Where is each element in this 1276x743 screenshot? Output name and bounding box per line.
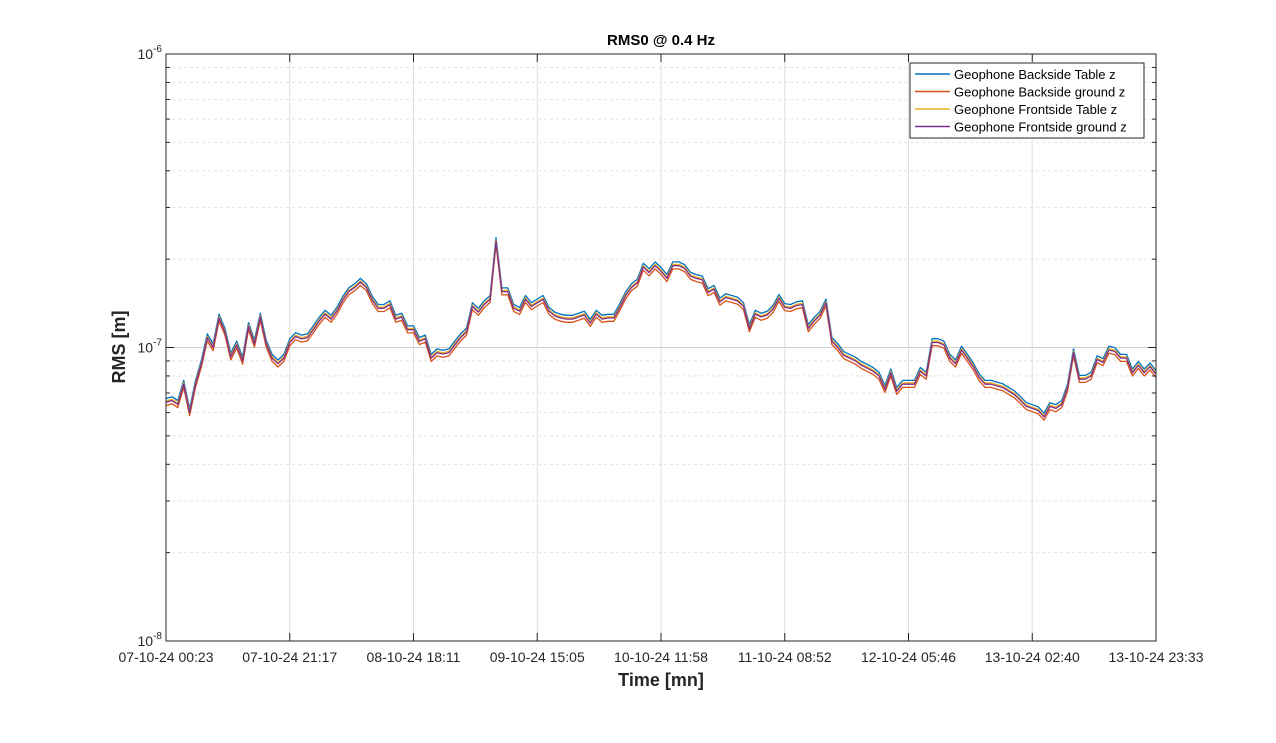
x-tick-label: 12-10-24 05:46 — [861, 649, 956, 665]
x-tick-label: 10-10-24 11:58 — [614, 649, 708, 665]
y-tick-label-base: 10 — [138, 46, 154, 62]
x-tick-label: 11-10-24 08:52 — [738, 649, 832, 665]
x-tick-label: 09-10-24 15:05 — [490, 649, 585, 665]
series-line-2 — [165, 243, 1157, 421]
legend: Geophone Backside Table z Geophone Backsi… — [909, 62, 1145, 139]
tick-marks — [165, 53, 1157, 642]
y-tick-label: 10-7 — [138, 338, 163, 356]
legend-box — [909, 62, 1145, 139]
y-tick-label-base: 10 — [138, 633, 154, 649]
y-tick-label: 10-8 — [138, 631, 163, 649]
x-axis-label: Time [mn] — [618, 670, 704, 690]
x-tick-labels: 07-10-24 00:23 07-10-24 21:17 08-10-24 18:… — [119, 649, 1204, 665]
legend-label: Geophone Backside Table z — [954, 67, 1116, 82]
y-tick-label-exponent: -6 — [153, 44, 162, 55]
series-line-3 — [165, 239, 1157, 417]
chart-title: RMS0 @ 0.4 Hz — [607, 32, 715, 49]
x-tick-label: 07-10-24 00:23 — [119, 649, 214, 665]
series-lines — [165, 236, 1157, 421]
y-axis-label: RMS [m] — [109, 311, 129, 384]
series-line-1 — [165, 236, 1157, 414]
legend-label: Geophone Frontside Table z — [954, 102, 1117, 117]
y-tick-label-base: 10 — [138, 340, 154, 356]
x-tick-label: 13-10-24 02:40 — [985, 649, 1080, 665]
x-tick-label: 08-10-24 18:11 — [367, 649, 461, 665]
plot-area — [165, 53, 1157, 642]
x-tick-label: 13-10-24 23:33 — [1109, 649, 1204, 665]
y-tick-label-exponent: -7 — [153, 338, 162, 349]
series-line-4 — [165, 240, 1157, 418]
y-tick-label-exponent: -8 — [153, 631, 162, 642]
y-tick-label: 10-6 — [138, 44, 163, 62]
legend-label: Geophone Frontside ground z — [954, 120, 1127, 135]
y-tick-labels: 10-810-710-6 — [138, 44, 163, 649]
x-tick-label: 07-10-24 21:17 — [242, 649, 337, 665]
legend-label: Geophone Backside ground z — [954, 85, 1125, 100]
legend-items: Geophone Backside Table z Geophone Backsi… — [915, 67, 1127, 135]
